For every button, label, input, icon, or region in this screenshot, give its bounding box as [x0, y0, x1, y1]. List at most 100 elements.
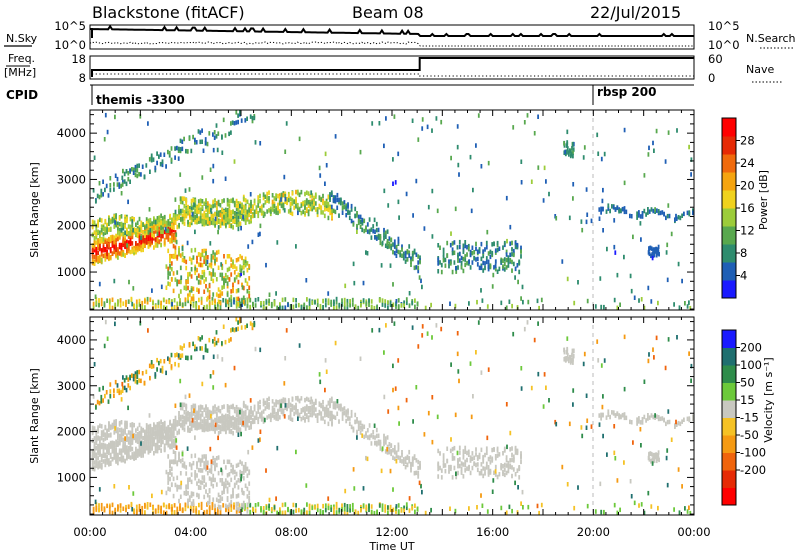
power-ytick-4000: 4000	[57, 126, 86, 140]
velocity-cell	[199, 423, 202, 429]
freq-step-line	[91, 57, 694, 77]
power-cell	[623, 127, 626, 133]
velocity-cell	[287, 507, 289, 513]
power-cell	[135, 232, 137, 237]
velocity-cell	[172, 460, 175, 465]
power-cell	[108, 239, 110, 245]
power-cell	[138, 216, 141, 222]
velocity-cell	[138, 369, 140, 375]
power-cell	[120, 191, 123, 196]
power-cell	[160, 237, 162, 242]
power-cell	[150, 158, 153, 163]
power-cell	[149, 169, 151, 174]
power-cell	[179, 298, 181, 303]
velocity-cell	[149, 437, 152, 442]
freq-label-line2: [MHz]	[4, 66, 36, 79]
power-cell	[469, 252, 472, 258]
power-cell	[135, 304, 138, 309]
power-cell	[197, 203, 200, 208]
velocity-cell	[446, 446, 449, 451]
power-cell	[185, 206, 188, 212]
velocity-cell	[333, 510, 335, 516]
velocity-cell	[281, 510, 284, 516]
velocity-cell	[194, 408, 197, 414]
power-cell	[623, 209, 626, 215]
power-cell	[331, 214, 333, 219]
power-cell	[325, 200, 328, 206]
velocity-cell	[144, 510, 146, 515]
velocity-cell	[210, 421, 213, 427]
velocity-cell	[232, 425, 234, 430]
power-cell	[580, 219, 583, 224]
power-cell	[180, 208, 182, 214]
power-cell	[298, 192, 301, 197]
velocity-cell	[201, 405, 204, 410]
velocity-cell	[257, 401, 260, 406]
power-cell	[127, 234, 130, 239]
velocity-cell	[237, 428, 240, 433]
power-cell	[273, 201, 276, 206]
velocity-cell	[192, 423, 195, 428]
power-cell	[230, 272, 233, 277]
velocity-cell	[126, 454, 128, 459]
power-cell	[605, 209, 608, 214]
power-cell	[233, 218, 236, 223]
velocity-cell	[239, 506, 242, 511]
velocity-cell	[476, 462, 479, 467]
velocity-cell	[230, 462, 233, 468]
power-cell	[212, 220, 215, 226]
power-cell	[494, 266, 497, 272]
velocity-cell	[142, 441, 144, 446]
velocity-cell	[178, 484, 180, 490]
power-cell	[153, 225, 155, 230]
velocity-cell	[187, 498, 189, 503]
velocity-cell	[123, 385, 126, 391]
power-cell	[219, 293, 222, 298]
power-cell	[280, 197, 282, 202]
power-cell	[237, 302, 240, 307]
power-cell	[190, 215, 193, 220]
velocity-cell	[208, 495, 211, 500]
velocity-cell	[171, 423, 173, 428]
power-cell	[126, 239, 128, 245]
velocity-cell	[93, 453, 96, 458]
power-cell	[93, 230, 96, 235]
velocity-cell	[124, 445, 126, 451]
velocity-cell	[300, 409, 303, 414]
power-cell	[163, 219, 166, 224]
velocity-cell	[134, 374, 137, 379]
power-cell	[95, 246, 98, 252]
power-cell	[442, 258, 445, 263]
velocity-cell	[183, 490, 186, 496]
velocity-cell	[235, 417, 238, 422]
power-cell	[600, 156, 603, 162]
power-cell	[140, 247, 143, 253]
power-cell	[159, 161, 162, 167]
power-cell	[157, 300, 160, 305]
power-cell	[204, 137, 207, 142]
velocity-cell	[244, 411, 247, 417]
power-cell	[163, 214, 166, 220]
velocity-cell	[122, 437, 125, 443]
power-cell	[457, 258, 459, 263]
power-cell	[170, 254, 173, 259]
power-cell	[167, 149, 169, 155]
power-cell	[172, 237, 175, 243]
power-cell	[100, 224, 103, 229]
power-cell	[219, 212, 222, 218]
velocity-cell	[233, 502, 235, 507]
velocity-cell	[140, 428, 143, 433]
velocity-cell	[154, 447, 157, 453]
velocity-cell	[199, 485, 202, 490]
velocity-cell	[93, 445, 96, 450]
power-cell	[514, 244, 517, 250]
power-cell	[132, 228, 134, 233]
power-cell	[289, 205, 292, 211]
power-cell	[111, 297, 114, 302]
power-cell	[449, 242, 452, 248]
power-cell	[178, 293, 180, 299]
power-cell	[144, 231, 146, 236]
velocity-cell	[226, 486, 229, 492]
power-cell	[178, 247, 180, 253]
